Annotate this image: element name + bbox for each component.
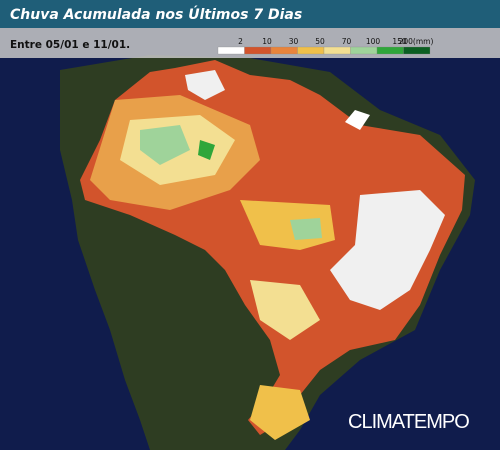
legend-swatch bbox=[270, 46, 298, 55]
legend-label: 150 bbox=[392, 37, 407, 46]
legend-label: 10 bbox=[262, 37, 272, 46]
dry-zone bbox=[185, 70, 225, 100]
legend-label: 70 bbox=[342, 37, 352, 46]
legend-label: 200(mm) bbox=[399, 37, 434, 46]
rain-zone bbox=[140, 125, 190, 165]
rain-zone bbox=[250, 385, 310, 440]
legend-label: 100 bbox=[366, 37, 381, 46]
dry-zone bbox=[345, 110, 370, 130]
period: Entre 05/01 e 11/01. bbox=[10, 39, 130, 51]
title-bar bbox=[0, 0, 500, 28]
legend-swatch bbox=[217, 46, 245, 55]
legend-swatch bbox=[244, 46, 272, 55]
legend-swatch bbox=[323, 46, 351, 55]
legend-swatch bbox=[297, 46, 325, 55]
legend-label: 50 bbox=[315, 37, 325, 46]
rain-zone bbox=[198, 140, 215, 160]
dry-zone bbox=[330, 190, 445, 310]
legend-label: 30 bbox=[289, 37, 299, 46]
logo: CLIMATEMPO bbox=[348, 411, 469, 433]
legend-swatch bbox=[376, 46, 404, 55]
rain-zone bbox=[250, 280, 320, 340]
legend-label: 2 bbox=[238, 37, 243, 46]
legend-swatch bbox=[403, 46, 431, 55]
legend-swatch bbox=[350, 46, 378, 55]
title: Chuva Acumulada nos Últimos 7 Dias bbox=[10, 5, 302, 23]
rain-zone bbox=[290, 218, 322, 240]
